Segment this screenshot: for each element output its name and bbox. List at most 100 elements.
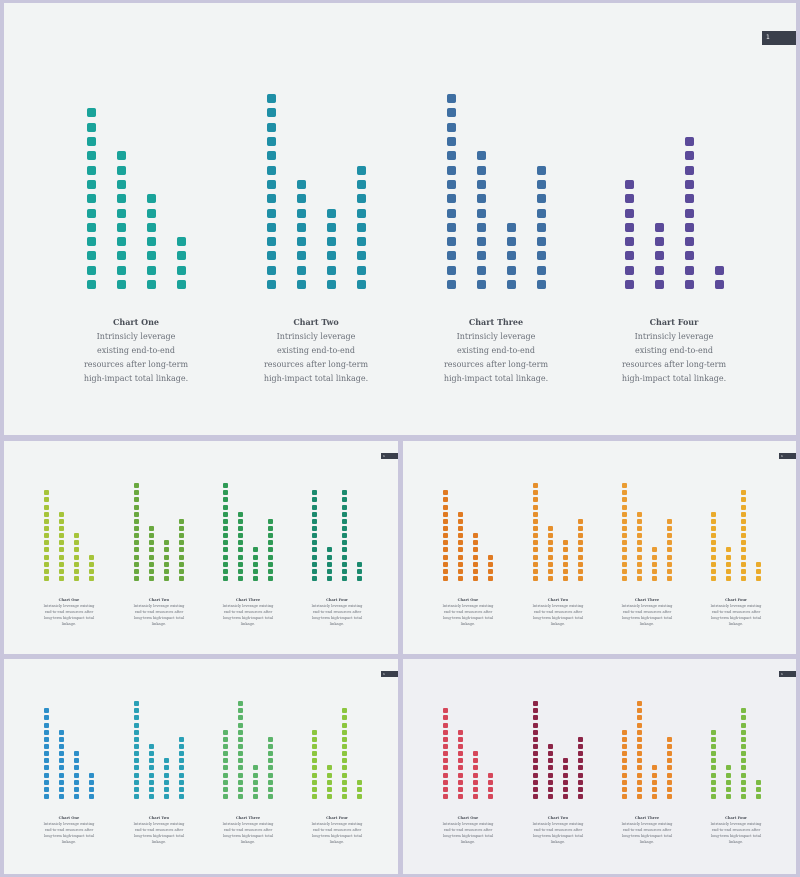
chart-description: Intrinsicly leverage existing end-to-end…: [133, 604, 185, 626]
bar-square: [179, 576, 184, 581]
bar-square: [756, 568, 761, 574]
bar-square: [59, 772, 64, 778]
bar-square: [253, 547, 258, 553]
bar-square: [238, 576, 243, 581]
bar-square: [443, 561, 448, 567]
bar-square: [578, 540, 583, 546]
bar-square: [223, 483, 228, 489]
bar-square: [86, 237, 96, 247]
bar-square: [711, 744, 716, 750]
bar-square: [296, 194, 306, 204]
bar-square: [533, 576, 538, 581]
bar-square: [86, 208, 96, 218]
bar-square: [342, 794, 347, 799]
bar-square: [327, 765, 332, 771]
bar-square: [533, 511, 538, 517]
bar-square: [652, 554, 657, 560]
bar-square: [637, 526, 642, 532]
bar-square: [458, 786, 463, 792]
bar-square: [44, 540, 49, 546]
chart-caption: Chart Three Intrinsicly leverage existing…: [220, 597, 276, 627]
bar-square: [563, 758, 568, 764]
bar-square: [238, 786, 243, 792]
bar-column: [116, 151, 126, 289]
bar-square: [342, 729, 347, 735]
bar-square: [714, 265, 724, 275]
bar-square: [268, 561, 273, 567]
bar-square: [357, 794, 362, 799]
bar-square: [238, 708, 243, 714]
bar-square: [726, 568, 731, 574]
bar-square: [458, 561, 463, 567]
bar-square: [266, 251, 276, 261]
bar-square: [458, 736, 463, 742]
bar-chart: [528, 441, 588, 581]
bar-square: [578, 744, 583, 750]
bar-square: [741, 794, 746, 799]
slide-thumbnail-red[interactable]: 1 Chart One Intrinsicly leverage existing…: [403, 659, 796, 874]
bar-square: [179, 518, 184, 524]
bar-square: [342, 744, 347, 750]
bar-square: [741, 722, 746, 728]
page-number-badge: 1: [779, 453, 796, 459]
bar-square: [756, 779, 761, 785]
bar-square: [533, 772, 538, 778]
bar-square: [473, 561, 478, 567]
bar-square: [726, 794, 731, 799]
bar-square: [312, 547, 317, 553]
bar-square: [342, 511, 347, 517]
bar-square: [476, 165, 486, 175]
chart-caption: Chart Three Intrinsicly leverage existing…: [440, 315, 552, 386]
bar-square: [533, 504, 538, 510]
bar-square: [637, 576, 642, 581]
bar-square: [458, 511, 463, 517]
slide-thumbnail-blue[interactable]: 1 Chart One Intrinsicly leverage existing…: [4, 659, 398, 874]
bar-square: [533, 568, 538, 574]
bar-square: [223, 744, 228, 750]
bar-square: [149, 758, 154, 764]
bar-square: [44, 554, 49, 560]
bar-square: [756, 561, 761, 567]
bar-square: [578, 779, 583, 785]
bar-square: [711, 554, 716, 560]
bar-square: [268, 568, 273, 574]
chart-title: Chart One: [457, 816, 479, 820]
bar-square: [59, 794, 64, 799]
bar-square: [86, 122, 96, 132]
bar-square: [268, 744, 273, 750]
bar-column: [667, 518, 672, 581]
bar-square: [741, 526, 746, 532]
bar-column: [473, 533, 478, 581]
bar-square: [326, 222, 336, 232]
bar-column: [134, 483, 139, 581]
bar-square: [59, 518, 64, 524]
bar-chart: [706, 441, 766, 581]
chart-title: Chart Three: [468, 317, 524, 327]
bar-square: [443, 715, 448, 721]
bar-square: [578, 576, 583, 581]
bar-square: [667, 772, 672, 778]
bar-column: [756, 561, 761, 581]
slide-thumbnail-green[interactable]: 1 Chart One Intrinsicly leverage existing…: [4, 441, 398, 654]
bar-square: [342, 576, 347, 581]
bar-column: [223, 729, 228, 799]
bar-square: [238, 568, 243, 574]
chart-description: Intrinsicly leverage existing end-to-end…: [43, 822, 95, 844]
bar-square: [446, 251, 456, 261]
bar-square: [637, 561, 642, 567]
bar-square: [533, 561, 538, 567]
bar-square: [488, 779, 493, 785]
bar-square: [443, 786, 448, 792]
bar-column: [176, 237, 186, 289]
bar-column: [443, 708, 448, 799]
bar-square: [458, 758, 463, 764]
bar-column: [563, 540, 568, 581]
bar-chart: [218, 441, 278, 581]
slide-thumbnail-orange[interactable]: 1 Chart One Intrinsicly leverage existing…: [403, 441, 796, 654]
bar-column: [342, 490, 347, 581]
bar-square: [667, 540, 672, 546]
slide-large[interactable]: 1 Chart One Intrinsicly leverage existing…: [4, 3, 796, 435]
bar-square: [473, 568, 478, 574]
bar-square: [458, 547, 463, 553]
bar-square: [741, 765, 746, 771]
